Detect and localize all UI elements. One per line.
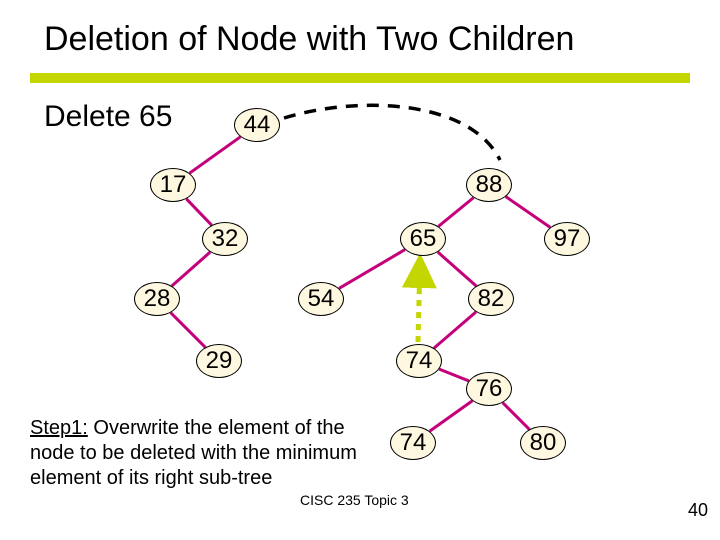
divider-line: [0, 73, 720, 87]
node-76: 76: [466, 372, 512, 406]
node-88: 88: [466, 168, 512, 202]
node-74-lower: 74: [390, 426, 436, 460]
slide-number: 40: [688, 500, 708, 521]
slide-title: Deletion of Node with Two Children: [44, 20, 574, 59]
delete-label: Delete 65: [44, 100, 172, 134]
node-29: 29: [196, 344, 242, 378]
node-32: 32: [202, 222, 248, 256]
node-17: 17: [150, 168, 196, 202]
node-97: 97: [544, 222, 590, 256]
node-54: 54: [298, 282, 344, 316]
slide-root: Deletion of Node with Two Children Delet…: [0, 0, 720, 540]
footer-text: CISC 235 Topic 3: [300, 492, 409, 508]
node-74-upper: 74: [396, 344, 442, 378]
node-28: 28: [134, 282, 180, 316]
node-44: 44: [234, 108, 280, 142]
node-82: 82: [468, 282, 514, 316]
node-65: 65: [400, 222, 446, 256]
node-80: 80: [520, 426, 566, 460]
step-explanation: Step1: Overwrite the element of the node…: [30, 416, 370, 491]
